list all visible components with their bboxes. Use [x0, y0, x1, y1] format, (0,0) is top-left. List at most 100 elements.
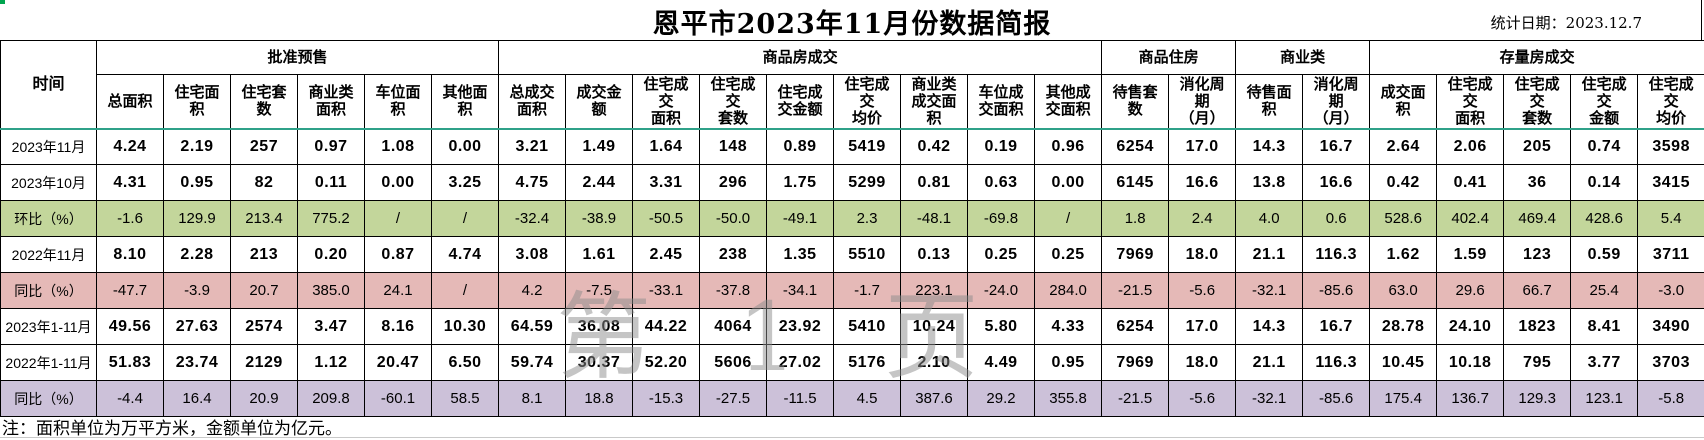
column-header: 待售面 积: [1235, 74, 1304, 129]
table-row: 同比（%） -47.7 -3.9 20.7 385.0 24.1/4.2 -7.5 -33.1…: [0, 272, 1704, 309]
data-cell: 18.0: [1168, 236, 1237, 273]
data-cell: 175.4: [1369, 380, 1438, 417]
data-cell: 1.61: [565, 236, 634, 273]
data-cell: 3703: [1637, 344, 1704, 381]
column-header: 住宅成 交 金额: [1570, 74, 1639, 129]
row-label: 环比（%）: [0, 200, 97, 237]
column-header: 商业类 成交面 积: [900, 74, 969, 129]
data-cell: 0.00: [1034, 164, 1103, 201]
data-cell: 0.00: [430, 127, 500, 165]
data-cell: 4.5: [833, 380, 902, 417]
data-cell: 3.31: [632, 164, 701, 201]
data-cell: 3598: [1637, 127, 1704, 165]
row-label: 2022年11月: [0, 236, 97, 273]
data-cell: 10.18: [1436, 344, 1505, 381]
data-cell: 5510: [833, 236, 902, 273]
data-cell: 5.4: [1637, 200, 1704, 237]
data-cell: 123: [1503, 236, 1572, 273]
data-cell: 18.0: [1168, 344, 1237, 381]
table-row: 同比（%） -4.4 16.4 20.9 209.8 -60.1 58.5 8.1 18.8 -1…: [0, 380, 1704, 417]
table-row: 环比（%） -1.6 129.9 213.4 775.2// -32.4 -38.9 -50.…: [0, 200, 1704, 237]
data-cell: 4.75: [498, 164, 567, 201]
data-cell: -4.4: [96, 380, 164, 417]
data-cell: 469.4: [1503, 200, 1572, 237]
column-header: 住宅成 交 套数: [1503, 74, 1572, 129]
data-cell: 16.6: [1302, 164, 1371, 201]
data-cell: 3.08: [498, 236, 567, 273]
data-cell: 4064: [699, 308, 768, 345]
data-cell: 1.8: [1101, 200, 1170, 237]
data-cell: -5.6: [1168, 272, 1237, 309]
column-header: 住宅成 交 均价: [833, 74, 902, 129]
data-cell: -11.5: [766, 380, 835, 417]
data-cell: -50.5: [632, 200, 701, 237]
data-cell: 20.9: [230, 380, 298, 417]
data-cell: -21.5: [1101, 380, 1170, 417]
data-cell: 25.4: [1570, 272, 1639, 309]
data-cell: 3711: [1637, 236, 1704, 273]
data-cell: 6254: [1101, 127, 1170, 165]
data-cell: 136.7: [1436, 380, 1505, 417]
data-cell: 3.25: [430, 164, 500, 201]
data-cell: 2.4: [1168, 200, 1237, 237]
column-header: 总面积: [96, 74, 164, 129]
column-header: 其他成 交面积: [1034, 74, 1103, 129]
data-cell: -69.8: [967, 200, 1036, 237]
column-header: 住宅成 交金额: [766, 74, 835, 129]
data-cell: 775.2: [297, 200, 365, 237]
data-cell: 116.3: [1302, 236, 1371, 273]
data-cell: 2129: [230, 344, 298, 381]
data-cell: 1823: [1503, 308, 1572, 345]
page-title: 恩平市2023年11月份数据简报: [652, 9, 1052, 40]
data-cell: 8.1: [498, 380, 567, 417]
data-cell: 0.14: [1570, 164, 1639, 201]
data-cell: 0.96: [1034, 127, 1103, 165]
data-cell: 8.16: [364, 308, 432, 345]
data-cell: 1.75: [766, 164, 835, 201]
data-cell: -1.6: [96, 200, 164, 237]
data-cell: 0.42: [1369, 164, 1438, 201]
data-cell: 1.35: [766, 236, 835, 273]
data-cell: 14.3: [1235, 127, 1304, 165]
data-cell: 6.50: [430, 344, 500, 381]
data-cell: 3.47: [297, 308, 365, 345]
data-cell: -21.5: [1101, 272, 1170, 309]
data-cell: 129.9: [163, 200, 231, 237]
table-row: 2023年10月 4.31 0.95 82 0.11 0.00 3.25 4.75 2.44 3.…: [0, 164, 1704, 201]
data-cell: -32.1: [1235, 272, 1304, 309]
corner-mark: [0, 0, 5, 4]
data-cell: -85.6: [1302, 380, 1371, 417]
data-cell: 6254: [1101, 308, 1170, 345]
data-cell: 27.02: [766, 344, 835, 381]
data-cell: 5606: [699, 344, 768, 381]
data-cell: /: [364, 200, 432, 237]
data-cell: 4.33: [1034, 308, 1103, 345]
data-cell: -48.1: [900, 200, 969, 237]
column-header: 住宅套 数: [230, 74, 298, 129]
data-cell: -34.1: [766, 272, 835, 309]
data-cell: 59.74: [498, 344, 567, 381]
bottom-divider: [0, 437, 1704, 438]
data-cell: 0.19: [967, 127, 1036, 165]
data-cell: 58.5: [430, 380, 500, 417]
data-cell: 51.83: [96, 344, 164, 381]
data-cell: 49.56: [96, 308, 164, 345]
data-cell: 82: [230, 164, 298, 201]
data-cell: 16.4: [163, 380, 231, 417]
data-cell: -37.8: [699, 272, 768, 309]
data-cell: 1.64: [632, 127, 701, 165]
row-label: 2023年10月: [0, 164, 97, 201]
data-cell: 7969: [1101, 236, 1170, 273]
data-cell: -60.1: [364, 380, 432, 417]
data-cell: 20.7: [230, 272, 298, 309]
data-cell: 355.8: [1034, 380, 1103, 417]
data-cell: 20.47: [364, 344, 432, 381]
row-label: 2023年11月: [0, 127, 97, 165]
data-cell: -32.1: [1235, 380, 1304, 417]
data-cell: 0.25: [1034, 236, 1103, 273]
data-cell: 0.13: [900, 236, 969, 273]
data-cell: 23.92: [766, 308, 835, 345]
column-header: 住宅面 积: [163, 74, 231, 129]
data-cell: /: [1034, 200, 1103, 237]
data-cell: -24.0: [967, 272, 1036, 309]
